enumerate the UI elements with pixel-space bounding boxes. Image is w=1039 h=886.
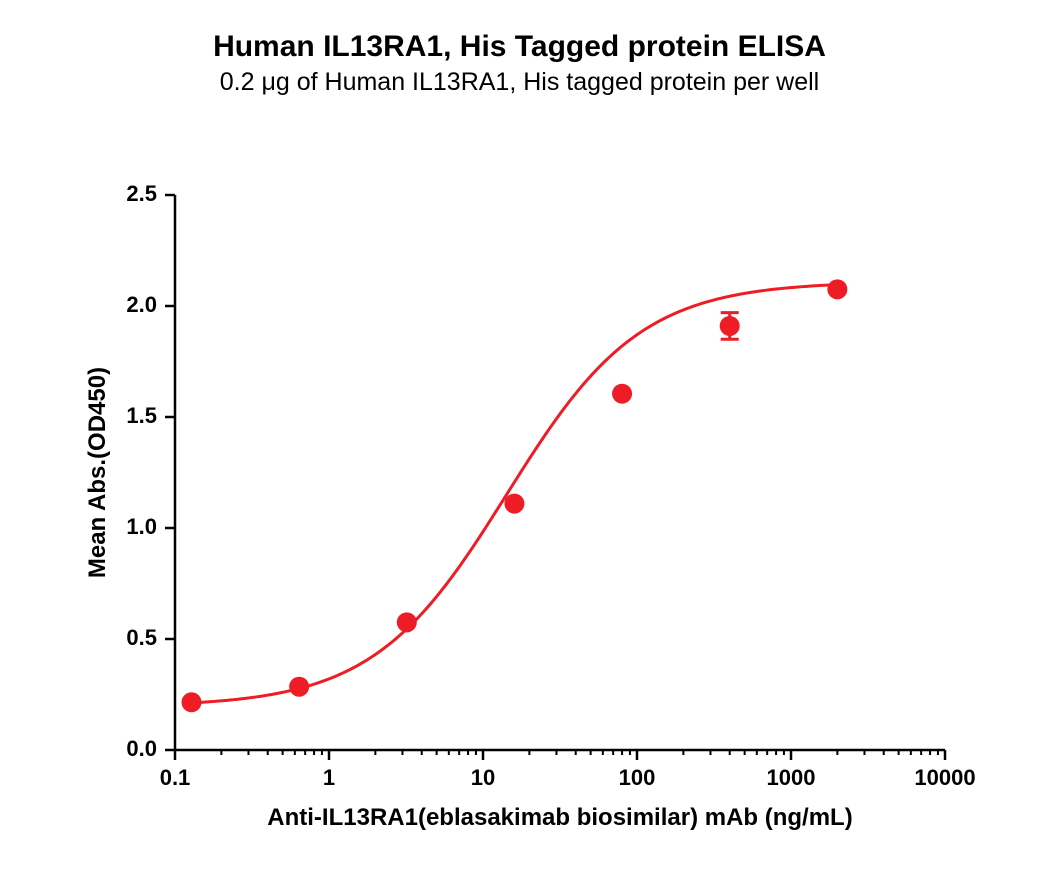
plot-area: 0.0 0.5 1.0 1.5 2.0 2.5 0.1 1 10 100 1000 10000 Mean… [0,0,1039,886]
y-tick-label: 1.0 [126,514,157,539]
y-axis-label: Mean Abs.(OD450) [84,367,111,578]
chart-container: Human IL13RA1, His Tagged protein ELISA … [0,0,1039,886]
y-tick-label: 0.5 [126,625,157,650]
data-point [289,677,309,697]
data-point [182,692,202,712]
data-point [397,612,417,632]
data-point [827,279,847,299]
x-tick-label: 0.1 [160,765,191,790]
x-axis-label: Anti-IL13RA1(eblasakimab biosimilar) mAb… [267,804,852,831]
x-tick-label: 100 [619,765,656,790]
y-tick-label: 0.0 [126,736,157,761]
x-tick-label: 1000 [767,765,816,790]
x-tick-label: 1 [323,765,335,790]
y-tick-label: 2.0 [126,292,157,317]
data-point [504,494,524,514]
data-point [720,316,740,336]
data-point [612,384,632,404]
x-tick-label: 10 [471,765,495,790]
y-tick-label: 2.5 [126,181,157,206]
y-tick-label: 1.5 [126,403,157,428]
x-tick-label: 10000 [914,765,975,790]
